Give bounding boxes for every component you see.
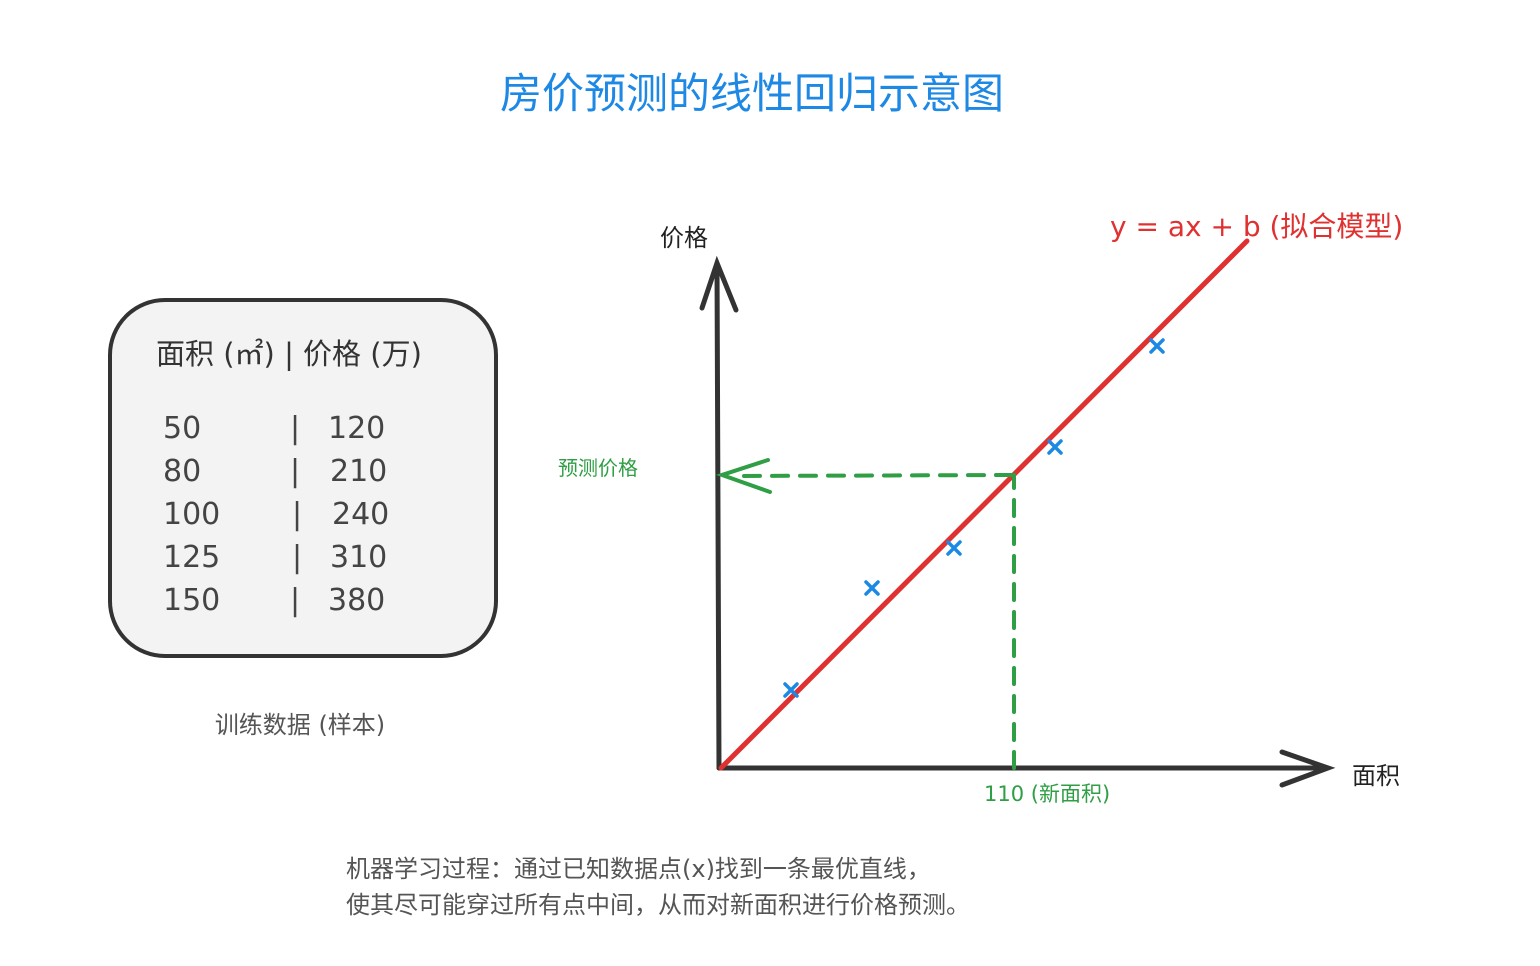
table-header: 面积 (㎡) | 价格 (万): [156, 337, 422, 371]
diagram-title: 房价预测的线性回归示意图: [500, 69, 1004, 118]
table-row: 150 | 380: [163, 583, 385, 618]
x-axis-label: 面积: [1352, 762, 1400, 790]
y-axis: [714, 262, 722, 771]
area-cell: 100: [163, 497, 220, 532]
table-row: 125 | 310: [163, 540, 387, 575]
price-cell: 120: [328, 411, 385, 446]
area-cell: 80: [163, 454, 201, 489]
data-point-marker: [1149, 338, 1165, 354]
area-cell: 150: [163, 583, 220, 618]
data-point-marker: [864, 580, 880, 596]
y-axis-arrowhead: [699, 255, 739, 313]
new-area-label: 110 (新面积): [984, 782, 1110, 806]
x-axis-arrowhead: [1279, 749, 1336, 788]
separator: |: [292, 497, 302, 532]
table-row: 50 | 120: [163, 411, 385, 446]
prediction-arrowhead: [715, 458, 772, 494]
area-cell: 50: [163, 411, 201, 446]
y-axis-label: 价格: [660, 224, 708, 252]
separator: |: [292, 540, 302, 575]
separator: |: [290, 583, 300, 618]
predicted-price-guide: [733, 473, 1014, 478]
data-point-marker: [1047, 439, 1063, 455]
model-label: y = ax + b (拟合模型): [1110, 210, 1403, 243]
table-caption: 训练数据 (样本): [215, 711, 385, 739]
separator: |: [290, 411, 300, 446]
price-cell: 210: [330, 454, 387, 489]
data-point-marker: [783, 682, 799, 698]
axes: [699, 255, 1336, 788]
data-points: [783, 338, 1165, 698]
table-box: [108, 298, 498, 658]
table-row: 80 | 210: [163, 454, 387, 489]
table-row: 100 | 240: [163, 497, 389, 532]
area-cell: 125: [163, 540, 220, 575]
price-cell: 310: [330, 540, 387, 575]
data-point-marker: [946, 540, 962, 556]
separator: |: [290, 454, 300, 489]
predicted-price-label: 预测价格: [558, 456, 638, 480]
regression-line: [718, 238, 1250, 771]
training-data-table: 面积 (㎡) | 价格 (万) 50 | 120 80 | 210 100 | …: [108, 298, 498, 658]
description-line-1: 机器学习过程：通过已知数据点(x)找到一条最优直线，: [346, 855, 931, 883]
price-cell: 380: [328, 583, 385, 618]
description-line-2: 使其尽可能穿过所有点中间，从而对新面积进行价格预测。: [346, 891, 970, 919]
price-cell: 240: [332, 497, 389, 532]
